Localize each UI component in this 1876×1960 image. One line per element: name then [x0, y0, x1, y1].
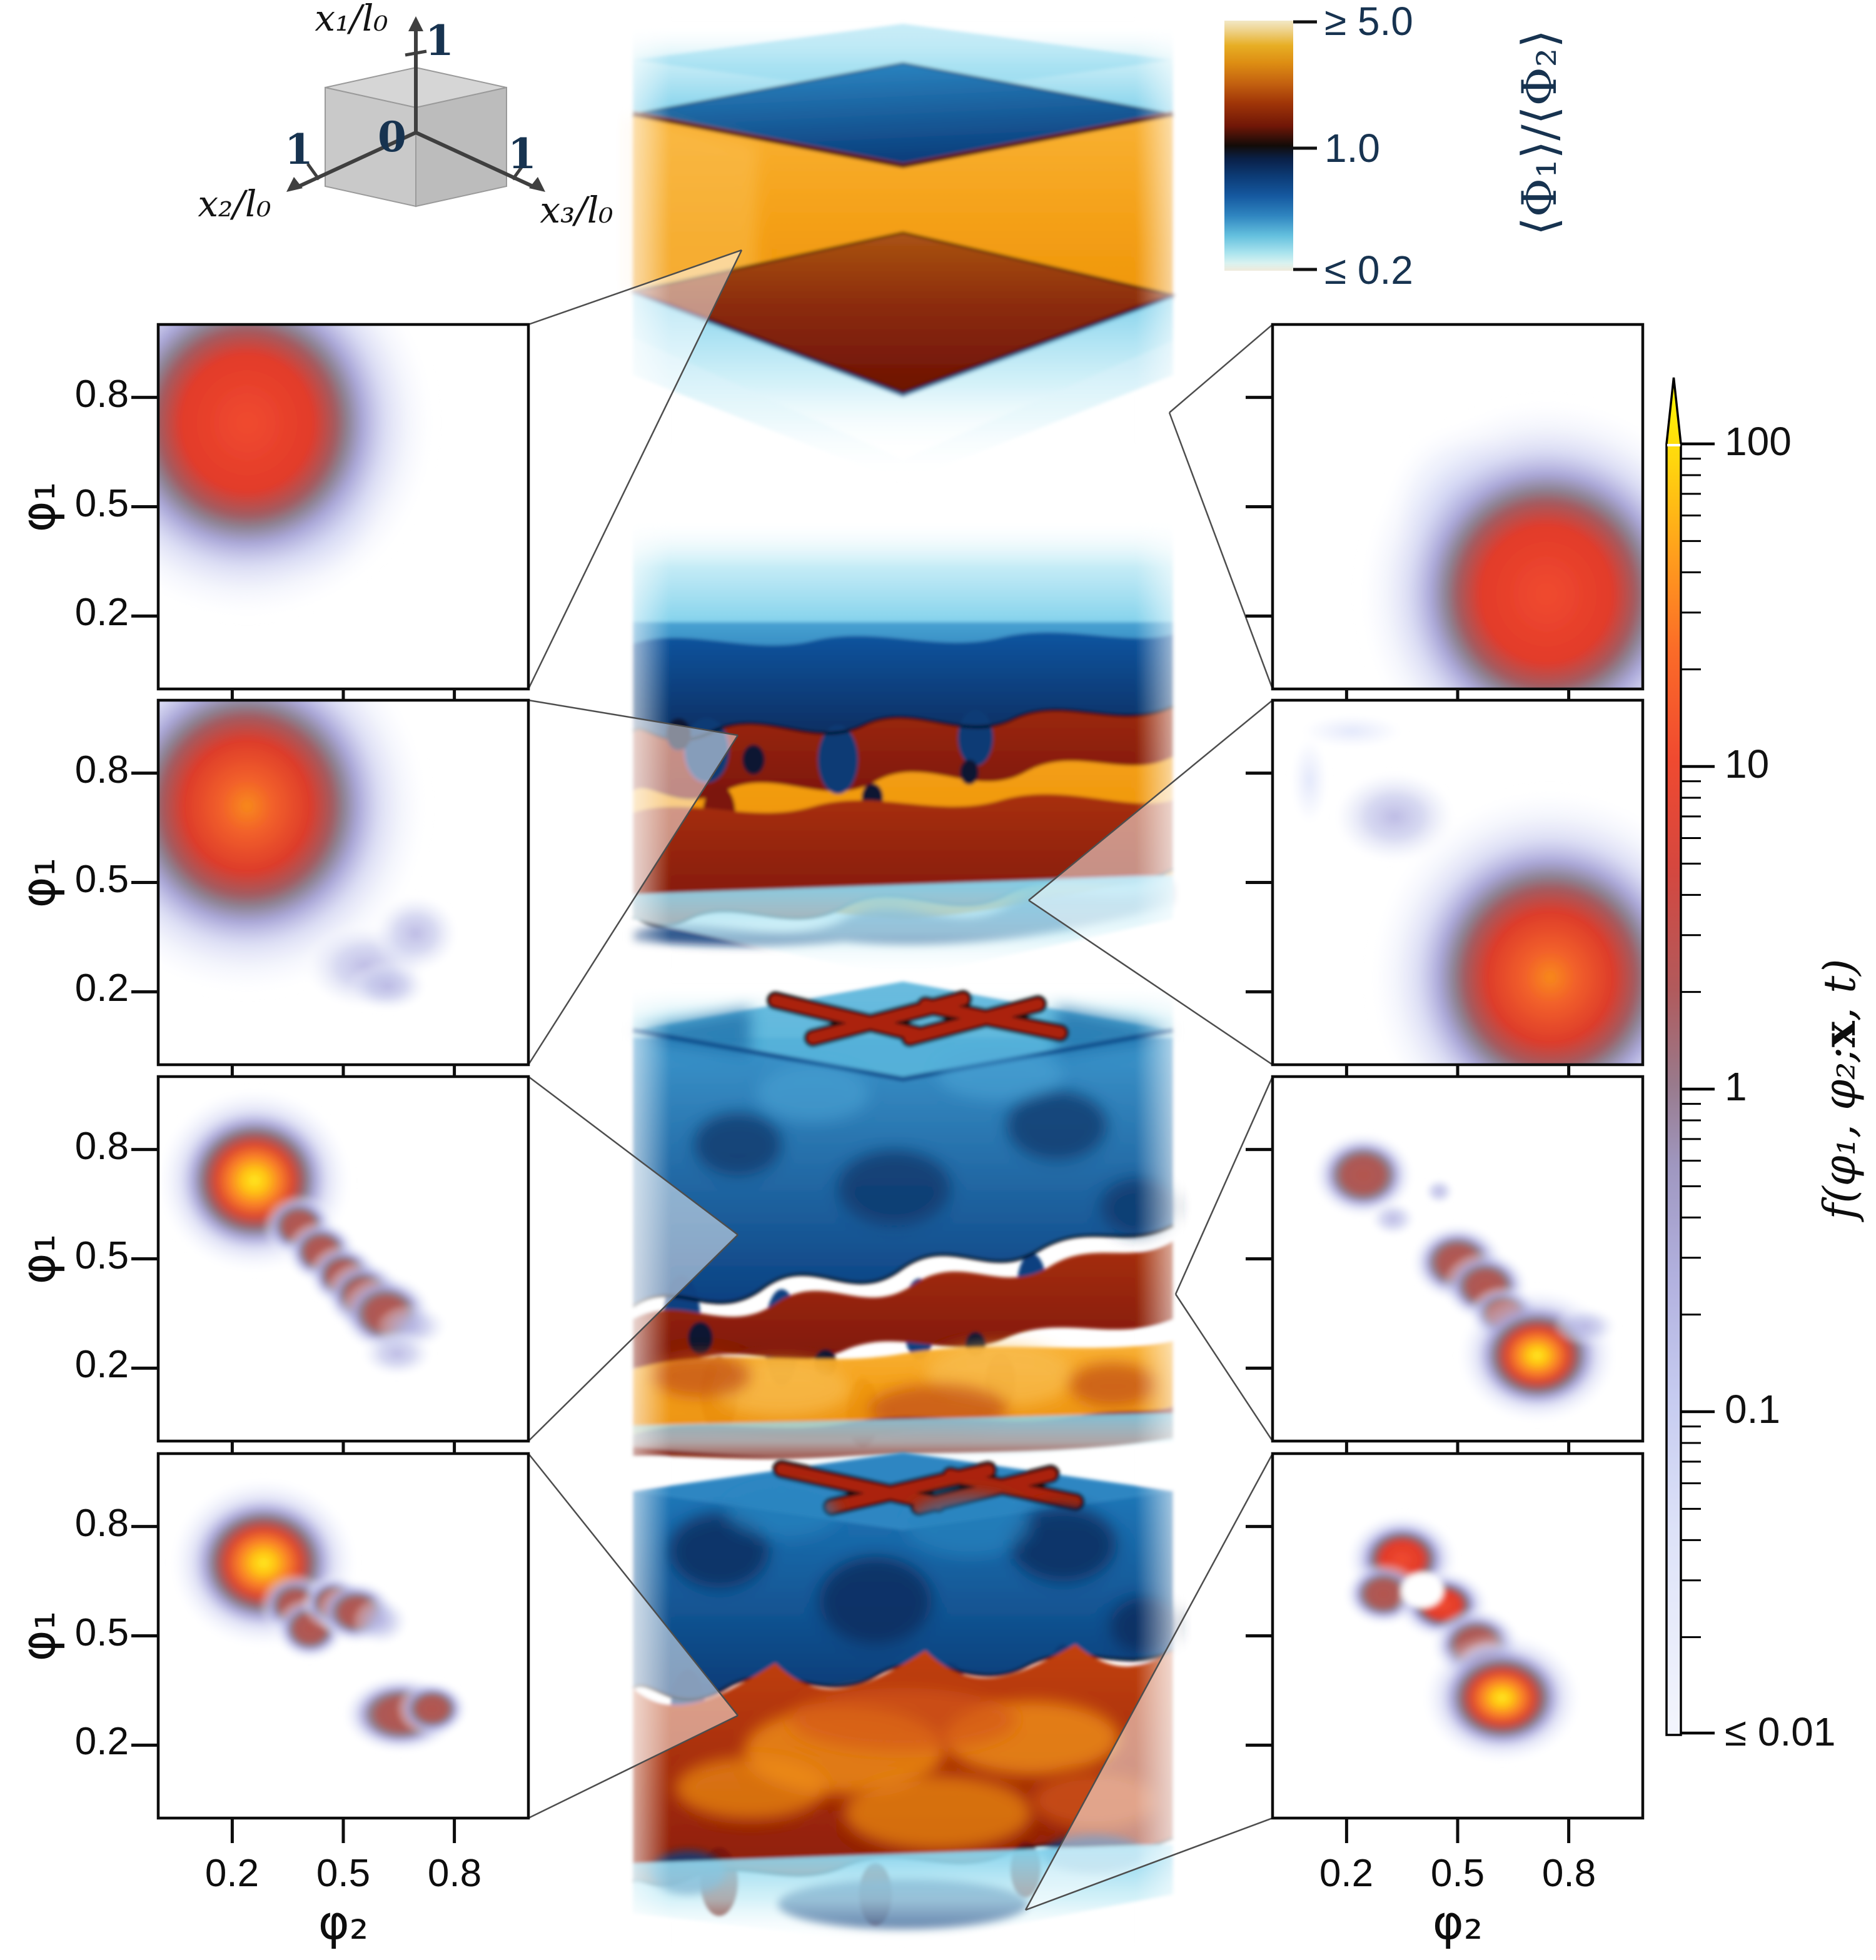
ratio-colorbar — [1224, 21, 1317, 271]
ratio-cb-tick-mid: 1.0 — [1324, 128, 1380, 168]
pdf-blob-red — [54, 223, 440, 623]
pdf-blob-faint — [360, 1330, 434, 1377]
ytick-row4-08: 0.8 — [23, 1504, 129, 1543]
xtick-left-05: 0.5 — [296, 1854, 390, 1893]
domain-cube-schematic — [286, 16, 545, 206]
pdf-blob-vfaint — [1296, 713, 1408, 749]
f-cb-tick-100: 100 — [1725, 421, 1792, 461]
ylabel-phi1-row4: φ₁ — [0, 1596, 79, 1677]
xtick-left-02: 0.2 — [185, 1854, 279, 1893]
ylabel-phi1-row3: φ₁ — [0, 1219, 79, 1300]
pdf-density-blobs — [54, 223, 440, 623]
f-cb-tick-1: 1 — [1725, 1067, 1747, 1107]
ytick-row3-08: 0.8 — [23, 1127, 129, 1166]
f-cb-axis-label: f(φ₁, φ₂; x, t) — [1812, 889, 1868, 1289]
ytick-row2-02: 0.2 — [23, 969, 129, 1008]
pdf-blob-yellow — [1421, 1631, 1583, 1766]
figure-canvas — [0, 0, 1876, 1960]
pdf-blob-warm — [395, 1679, 469, 1737]
pdf-blob-faint — [1369, 1200, 1417, 1237]
ylabel-phi1-row2: φ₁ — [0, 842, 79, 923]
pdf-panel-right-3 — [1246, 1077, 1643, 1466]
cube-axis-x3-label: x₃/l₀ — [495, 192, 658, 228]
cube-tick-x2: 1 — [277, 129, 321, 170]
pdf-blob-white — [1398, 1569, 1448, 1612]
cube-origin-label: 0 — [370, 116, 414, 158]
f-cb-tick-001: ≤ 0.01 — [1725, 1712, 1835, 1752]
f-colorbar — [1667, 378, 1715, 1735]
cube-axis-x1-label: x₁/l₀ — [270, 0, 433, 36]
f-cb-tick-10: 10 — [1725, 744, 1769, 784]
pdf-blob-faint — [1552, 1306, 1619, 1346]
pdf-panel-left-4 — [131, 1454, 528, 1843]
xlabel-phi2-right: φ₂ — [1408, 1899, 1508, 1946]
cube-tick-x1: 1 — [418, 20, 461, 61]
cube-tick-x3: 1 — [500, 133, 544, 174]
volume-t1 — [627, 19, 1179, 483]
pdf-panel-left-1 — [54, 223, 528, 714]
xtick-right-05: 0.5 — [1411, 1854, 1505, 1893]
xtick-left-08: 0.8 — [408, 1854, 502, 1893]
pdf-blob-faint — [1424, 1177, 1455, 1205]
cube-right-face — [416, 88, 507, 206]
figure: x₁/l₀ x₂/l₀ x₃/l₀ 1 1 1 0 ≥ 5.0 1.0 ≤ 0.… — [0, 0, 1876, 1960]
pdf-blob-faint — [347, 961, 428, 1012]
ytick-row1-08: 0.8 — [23, 375, 129, 414]
pdf-blob-vfaint — [1289, 733, 1330, 828]
ytick-row2-08: 0.8 — [23, 751, 129, 790]
ratio-cb-tick-top: ≥ 5.0 — [1324, 1, 1413, 41]
pdf-panel-right-4 — [1246, 1454, 1643, 1843]
xtick-right-02: 0.2 — [1299, 1854, 1393, 1893]
ratio-cb-tick-bottom: ≤ 0.2 — [1324, 250, 1413, 290]
pdf-blob-faint — [1332, 770, 1458, 865]
f-cb-tick-01: 0.1 — [1725, 1389, 1780, 1429]
ytick-row1-02: 0.2 — [23, 593, 129, 632]
pdf-panel-left-3 — [131, 1077, 528, 1466]
xlabel-phi2-left: φ₂ — [293, 1899, 393, 1946]
ratio-cb-axis-label: ⟨Φ₁⟩/⟨Φ₂⟩ — [1511, 0, 1568, 308]
cube-axis-x2-label: x₂/l₀ — [153, 186, 316, 222]
ytick-row4-02: 0.2 — [23, 1722, 129, 1761]
pdf-blob-faint — [351, 1596, 410, 1647]
ylabel-phi1-row1: φ₁ — [0, 466, 79, 548]
ytick-row3-02: 0.2 — [23, 1345, 129, 1384]
top-face-red-streaks — [775, 999, 1060, 1038]
xtick-right-08: 0.8 — [1522, 1854, 1616, 1893]
